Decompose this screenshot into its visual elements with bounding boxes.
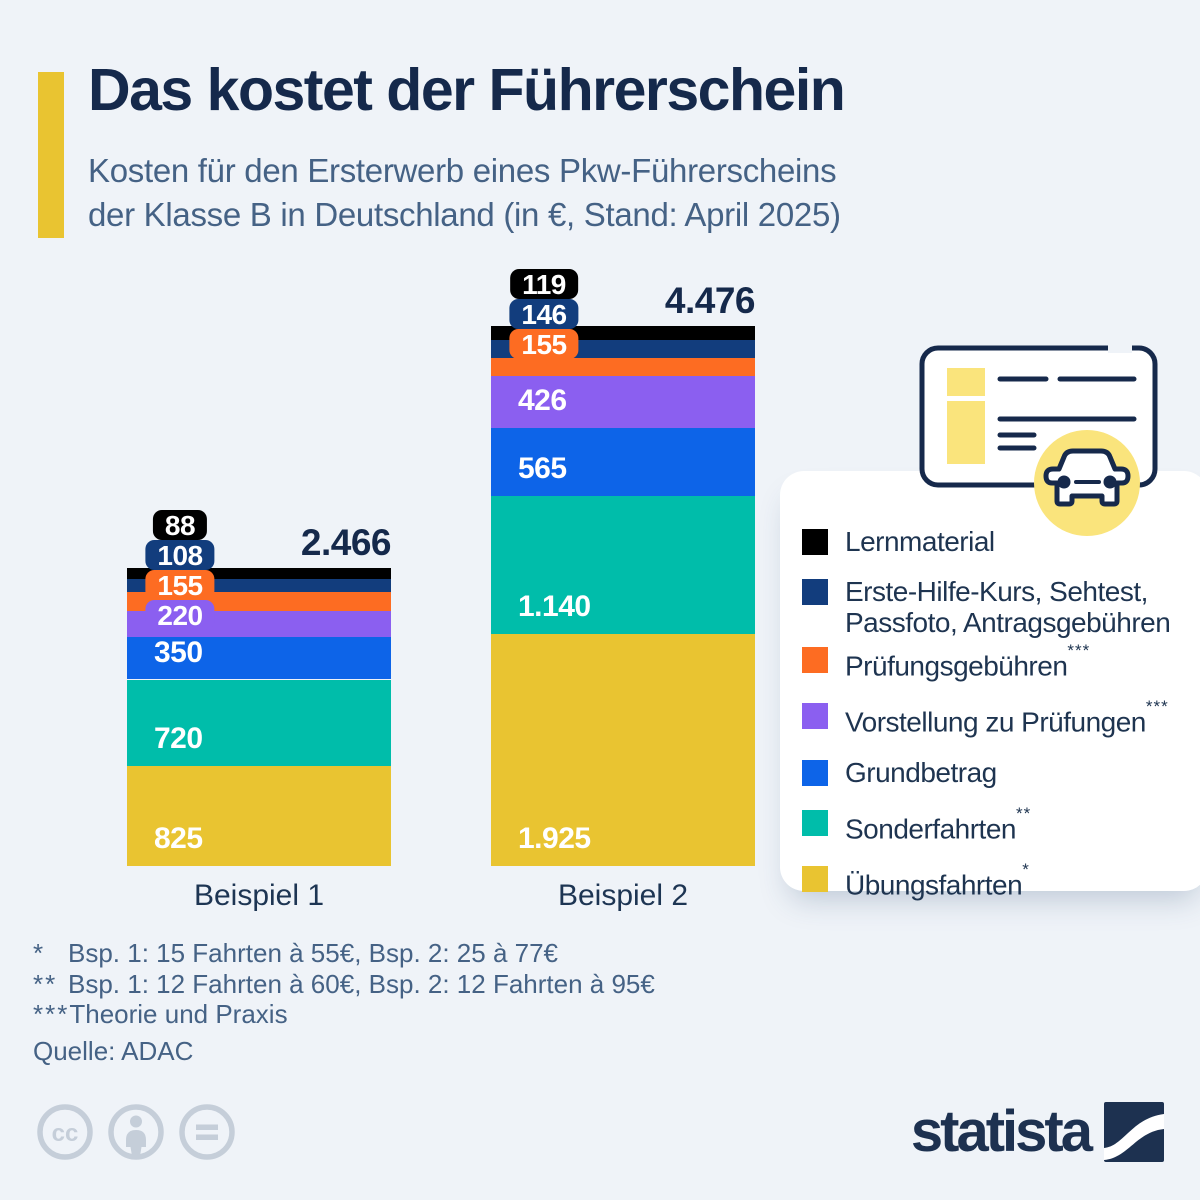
bar-value-callout: 220: [145, 600, 215, 631]
bar-total-label: 2.466: [300, 522, 392, 564]
footnotes: * Bsp. 1: 15 Fahrten à 55€, Bsp. 2: 25 à …: [33, 938, 655, 1030]
footnote-text: Theorie und Praxis: [69, 999, 288, 1029]
bar-segment: [491, 427, 755, 497]
legend-item: Prüfungsgebühren***: [802, 641, 1200, 682]
page-subtitle: Kosten für den Ersterwerb eines Pkw-Führ…: [88, 149, 841, 237]
bar-value-callout: 119: [510, 268, 578, 300]
legend-footnote-marker: **: [1015, 803, 1032, 823]
legend-item: Vorstellung zu Prüfungen***: [802, 697, 1200, 738]
legend-label: Übungsfahrten*: [845, 859, 1030, 901]
bar-segment: [491, 633, 755, 866]
legend-items: Lernmaterial Erste-Hilfe-Kurs, Sehtest, P…: [802, 526, 1200, 900]
cc-nd-icon: [179, 1104, 235, 1160]
bar-value-label: 426: [518, 383, 567, 417]
legend-footnote-marker: ***: [1067, 641, 1091, 660]
license-photo-top: [947, 368, 985, 396]
category-label: Beispiel 1: [193, 879, 325, 912]
statista-wordmark: statista: [910, 1099, 1093, 1164]
license-photo-body: [947, 401, 985, 464]
cc-icon: cc: [37, 1104, 93, 1160]
license-border-notch: [1108, 341, 1132, 353]
legend-label: Grundbetrag: [845, 756, 997, 788]
bar-value-label: 825: [154, 822, 203, 855]
bar-value-label: 1.925: [518, 822, 591, 855]
footnote-text: Bsp. 1: 12 Fahrten à 60€, Bsp. 2: 12 Fah…: [68, 968, 655, 999]
footnote-marker: *: [33, 938, 46, 968]
car-icon: [1043, 448, 1131, 507]
legend-swatch: [802, 865, 828, 892]
footnote-row: *** Theorie und Praxis: [33, 999, 655, 1030]
bar-value-label: 565: [518, 452, 567, 486]
bar-total-label: 4.476: [664, 279, 756, 321]
legend-swatch: [802, 759, 828, 786]
footnote-text: Bsp. 1: 15 Fahrten à 55€, Bsp. 2: 25 à 7…: [68, 938, 559, 968]
legend-item: Übungsfahrten*: [802, 859, 1200, 901]
bar-value-label: 350: [154, 635, 203, 669]
legend-label: Prüfungsgebühren***: [845, 641, 1091, 682]
legend-item: Lernmaterial: [802, 526, 1200, 557]
bar-segment: [127, 637, 391, 680]
legend-label: Sonderfahrten**: [845, 803, 1032, 844]
bar-value-label: 1.140: [518, 589, 591, 623]
bar-value-callout: 155: [145, 570, 215, 601]
footnote-row: ** Bsp. 1: 12 Fahrten à 60€, Bsp. 2: 12 F…: [33, 969, 655, 1000]
bar-value-callout: 146: [509, 298, 579, 330]
legend-label: Vorstellung zu Prüfungen***: [845, 697, 1169, 738]
statista-logo-mark: [1104, 1102, 1164, 1162]
legend-label: Lernmaterial: [845, 526, 995, 557]
category-label: Beispiel 2: [557, 879, 689, 912]
statista-logo: statista: [911, 1098, 1164, 1166]
legend-item: Grundbetrag: [802, 757, 1200, 788]
source-text: Quelle: ADAC: [33, 1036, 194, 1066]
license-icons: cc: [36, 1103, 236, 1161]
bar-segment: [127, 568, 391, 579]
bar-segment: [127, 679, 391, 767]
legend-item: Sonderfahrten**: [802, 803, 1200, 844]
page-title: Das kostet der Führerschein: [88, 57, 846, 123]
cc-by-icon: [108, 1104, 164, 1160]
subtitle-line-1: Kosten für den Ersterwerb eines Pkw-Führ…: [88, 152, 837, 189]
bar-segment: [491, 376, 755, 428]
svg-text:cc: cc: [52, 1120, 79, 1147]
legend-swatch: [802, 809, 828, 836]
drivers-license-icon: [919, 341, 1158, 536]
legend-swatch: [802, 579, 828, 605]
bar-segment: [127, 766, 391, 866]
bar-value-label: 720: [154, 722, 203, 756]
footnote-row: * Bsp. 1: 15 Fahrten à 55€, Bsp. 2: 25 à …: [33, 938, 655, 969]
legend-footnote-marker: ***: [1145, 697, 1169, 717]
bar-segment: [491, 496, 755, 634]
footnote-marker: ***: [33, 999, 70, 1029]
subtitle-line-2: der Klasse B in Deutschland (in €, Stand…: [88, 196, 841, 233]
title-accent-bar: [38, 72, 64, 238]
bar-segment: [491, 357, 755, 377]
legend-card: Lernmaterial Erste-Hilfe-Kurs, Sehtest, P…: [780, 471, 1200, 900]
legend-label: Erste-Hilfe-Kurs, Sehtest, Passfoto, Ant…: [845, 576, 1171, 638]
legend-item: Erste-Hilfe-Kurs, Sehtest, Passfoto, Ant…: [802, 576, 1200, 638]
bar-value-callout: 88: [152, 510, 208, 541]
legend-swatch: [802, 647, 828, 673]
legend-footnote-marker: *: [1022, 859, 1030, 879]
legend-swatch: [802, 703, 828, 730]
footnote-marker: **: [33, 968, 58, 999]
bar-value-callout: 108: [145, 540, 215, 571]
legend-swatch: [802, 529, 828, 555]
bar-value-callout: 155: [509, 328, 579, 360]
